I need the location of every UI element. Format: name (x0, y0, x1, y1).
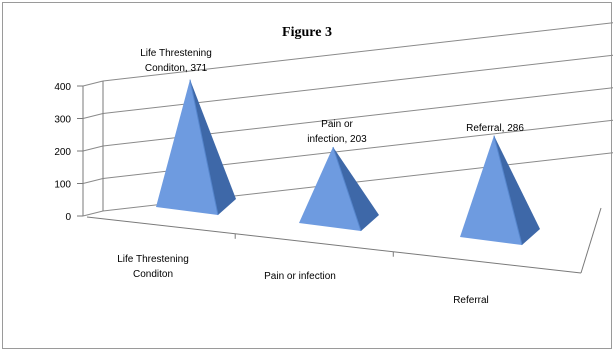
axes (77, 81, 602, 274)
gridline-depth (82, 80, 104, 87)
y-tick-label: 300 (54, 115, 71, 126)
category-label-line: Life Threstening (117, 254, 189, 265)
data-label-line: Pain or (321, 119, 353, 130)
data-label-line: Referral, 286 (466, 123, 524, 134)
y-tick-label: 0 (65, 212, 71, 223)
floor-right-edge (580, 207, 602, 274)
gridline-depth (82, 113, 104, 119)
pyramid-edge (332, 146, 362, 232)
category-label-line: Referral (453, 295, 489, 306)
y-tick-label: 100 (54, 180, 71, 191)
data-label: Life Threstening Conditon, 371 (140, 48, 212, 74)
pyramid-edge (493, 135, 523, 246)
gridline-depth (82, 145, 104, 152)
pyramid-front-face (299, 146, 361, 231)
y-axis-ticks: 0 100 200 300 400 (54, 82, 71, 223)
pyramid-2 (299, 146, 379, 232)
data-label: Referral, 286 (466, 123, 524, 134)
category-label-line: Conditon (133, 269, 173, 280)
category-label-line: Pain or infection (264, 271, 336, 282)
data-label-line: infection, 203 (307, 134, 367, 145)
gridline (102, 22, 613, 82)
pyramid-edge (189, 79, 219, 216)
category-label: Pain or infection (264, 271, 336, 282)
pyramid-3 (460, 135, 540, 246)
pyramid-chart: Figure 3 0 100 200 300 400 Life Threstening C… (54, 22, 613, 306)
y-tick-label: 400 (54, 82, 71, 93)
data-label-line: Conditon, 371 (145, 63, 208, 74)
x-axis-line (86, 216, 582, 274)
chart-title: Figure 3 (282, 25, 332, 40)
category-labels: Life Threstening Conditon Pain or infectio… (117, 254, 489, 306)
chart-frame: Figure 3 0 100 200 300 400 Life Threstening C… (2, 2, 613, 349)
pyramid-front-face (460, 135, 522, 245)
y-tick-label: 200 (54, 147, 71, 158)
category-label: Life Threstening Conditon (117, 254, 189, 280)
pyramid-front-face (156, 79, 218, 215)
pyramids (156, 79, 540, 246)
data-labels: Life Threstening Conditon, 371 Pain or infe… (140, 48, 524, 145)
gridline-depth (82, 178, 104, 184)
pyramid-side-face (494, 135, 540, 245)
gridline-depth (82, 210, 104, 217)
category-label: Referral (453, 295, 489, 306)
pyramid-1 (156, 79, 236, 216)
data-label-line: Life Threstening (140, 48, 212, 59)
pyramid-side-face (333, 146, 379, 231)
data-label: Pain or infection, 203 (307, 119, 367, 145)
pyramid-side-face (190, 79, 236, 215)
